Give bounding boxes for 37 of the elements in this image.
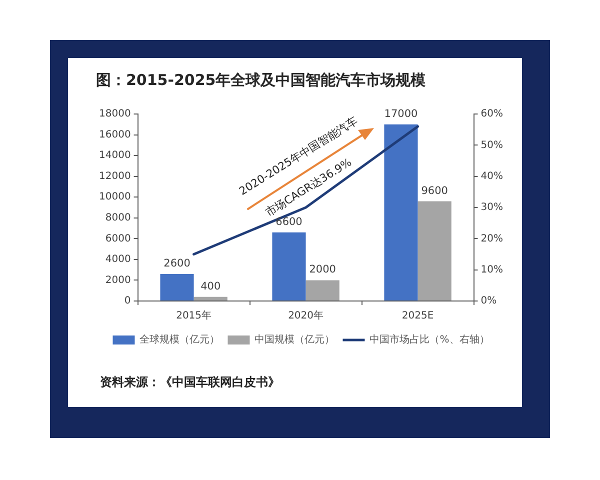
legend-label: 全球规模（亿元） xyxy=(140,334,220,346)
y-tick-label: 16000 xyxy=(99,129,131,140)
y2-tick-label: 20% xyxy=(480,233,504,244)
data-label: 6600 xyxy=(276,216,302,228)
legend-label: 中国市场占比（%、右轴） xyxy=(370,334,490,346)
y2-tick-label: 60% xyxy=(480,108,504,120)
bar xyxy=(160,274,194,300)
x-tick-label: 2025E xyxy=(402,310,434,322)
data-label: 400 xyxy=(200,280,221,292)
y-tick-label: 8000 xyxy=(105,212,131,224)
y-tick-label: 6000 xyxy=(105,233,131,244)
bar xyxy=(384,124,418,300)
x-tick-label: 2015年 xyxy=(176,310,212,322)
y2-tick-label: 50% xyxy=(480,140,504,151)
y-tick-label: 10000 xyxy=(99,192,131,203)
y2-tick-label: 30% xyxy=(480,202,504,214)
bar xyxy=(272,232,306,300)
x-tick-label: 2020年 xyxy=(288,310,324,322)
bar xyxy=(306,280,340,300)
y-tick-label: 12000 xyxy=(99,170,131,182)
data-label: 9600 xyxy=(421,184,448,197)
text: 资料来源：《中国车联网白皮书》 xyxy=(100,375,280,390)
data-label: 2000 xyxy=(309,264,336,276)
y-tick-label: 14000 xyxy=(99,150,131,162)
bar xyxy=(194,296,228,300)
bar xyxy=(418,201,452,300)
y2-tick-label: 10% xyxy=(480,264,504,276)
y-tick-label: 2000 xyxy=(105,274,131,286)
data-label: 2600 xyxy=(164,257,190,270)
legend-label: 中国规模（亿元） xyxy=(254,334,335,346)
y-tick-label: 0 xyxy=(124,296,131,307)
chart-title: 图：2015-2025年全球及中国智能汽车市场规模 xyxy=(96,70,427,89)
y-tick-label: 4000 xyxy=(105,254,131,266)
y2-tick-label: 40% xyxy=(480,170,504,182)
data-label: 17000 xyxy=(384,108,418,120)
y2-tick-label: 0% xyxy=(480,296,497,307)
y-tick-label: 18000 xyxy=(99,108,131,120)
